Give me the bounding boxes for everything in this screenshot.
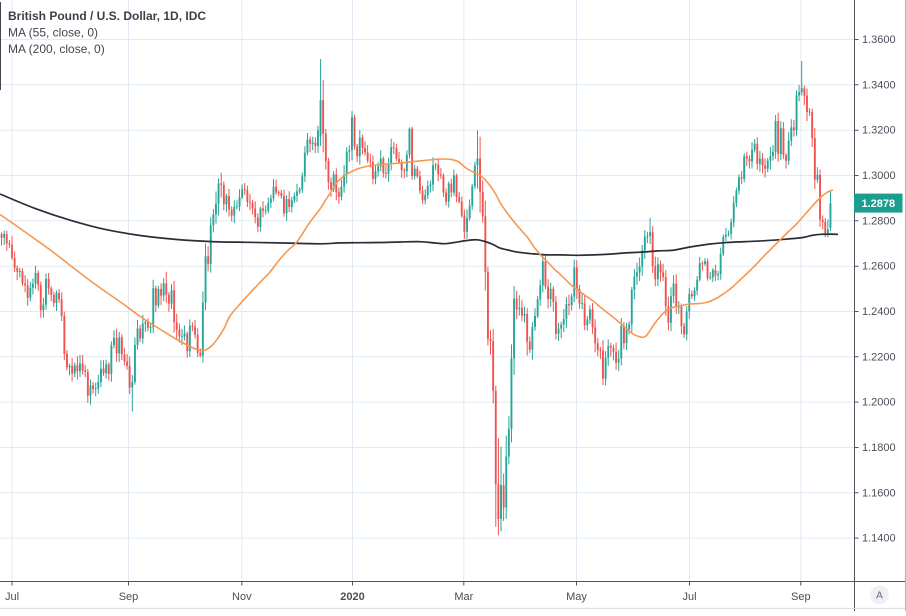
- svg-text:A: A: [876, 590, 883, 602]
- svg-text:Jul: Jul: [5, 591, 19, 603]
- svg-text:1.2400: 1.2400: [862, 306, 896, 318]
- svg-text:1.3000: 1.3000: [862, 170, 896, 182]
- svg-text:1.3200: 1.3200: [862, 125, 896, 137]
- svg-text:Sep: Sep: [119, 591, 139, 603]
- svg-text:1.3600: 1.3600: [862, 34, 896, 46]
- svg-text:British Pound / U.S. Dollar, 1: British Pound / U.S. Dollar, 1D, IDC: [8, 9, 206, 23]
- svg-text:Nov: Nov: [232, 591, 252, 603]
- svg-text:MA (55, close, 0): MA (55, close, 0): [8, 26, 98, 40]
- svg-text:1.1800: 1.1800: [862, 442, 896, 454]
- svg-text:1.3400: 1.3400: [862, 79, 896, 91]
- svg-text:1.2000: 1.2000: [862, 397, 896, 409]
- svg-text:Mar: Mar: [454, 591, 473, 603]
- svg-text:Sep: Sep: [791, 591, 811, 603]
- svg-text:1.2600: 1.2600: [862, 261, 896, 273]
- svg-text:1.1400: 1.1400: [862, 533, 896, 545]
- svg-text:1.1600: 1.1600: [862, 487, 896, 499]
- svg-text:May: May: [566, 591, 587, 603]
- svg-text:MA (200, close, 0): MA (200, close, 0): [8, 42, 105, 56]
- svg-text:1.2800: 1.2800: [862, 215, 896, 227]
- svg-text:1.2878: 1.2878: [862, 198, 896, 210]
- svg-text:1.2200: 1.2200: [862, 351, 896, 363]
- svg-text:2020: 2020: [340, 591, 364, 603]
- svg-text:Jul: Jul: [682, 591, 696, 603]
